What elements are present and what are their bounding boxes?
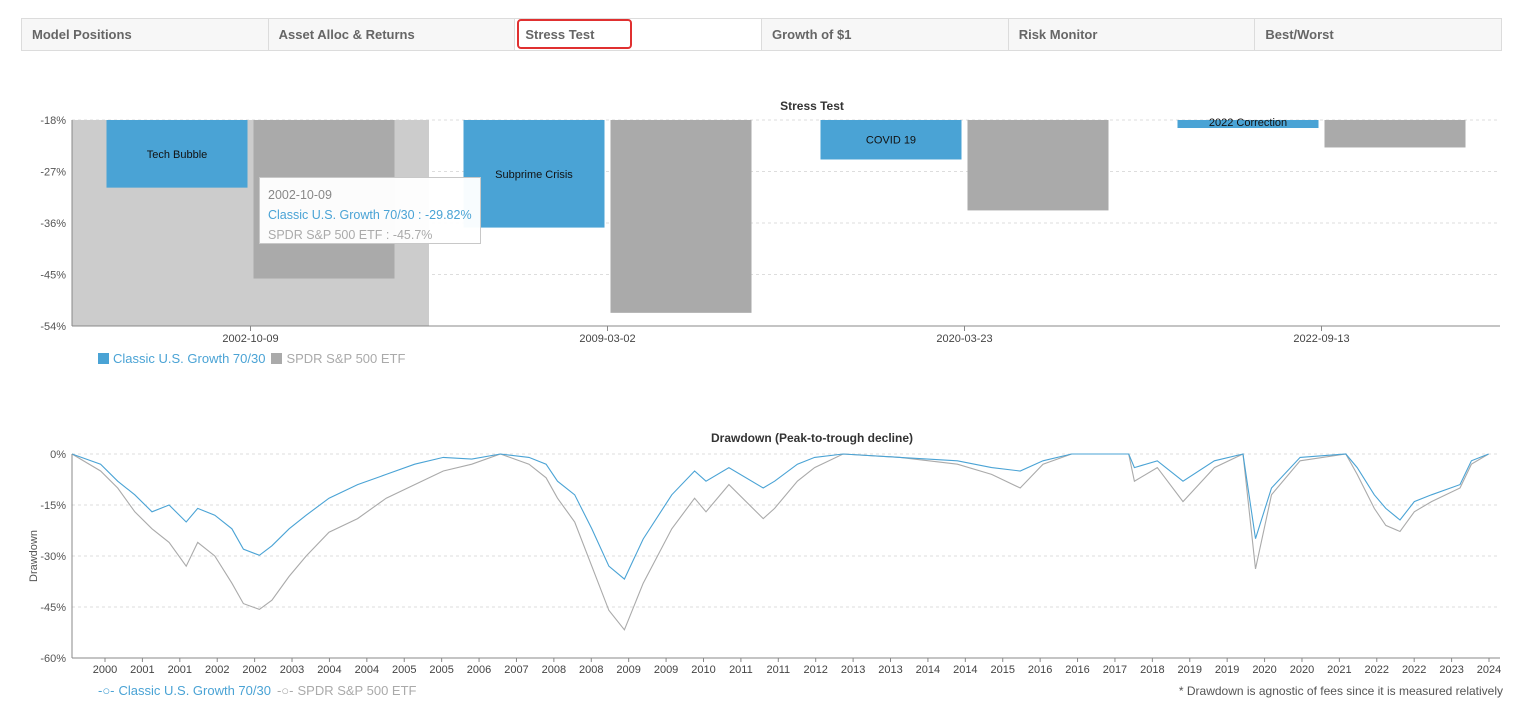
x-tick-label: 2004 — [355, 664, 379, 676]
x-tick-label: 2002-10-09 — [222, 333, 278, 345]
line-spdr — [71, 453, 1489, 631]
x-tick-label: 2001 — [130, 664, 154, 676]
legend-swatch-spdr — [271, 353, 283, 364]
y-tick-label: -60% — [40, 653, 66, 665]
legend-swatch-model — [98, 353, 109, 364]
x-tick-label: 2023 — [1439, 664, 1463, 676]
tab-model-positions[interactable]: Model Positions — [22, 19, 269, 50]
y-tick-label: -27% — [40, 167, 66, 179]
legend-item-model-line[interactable]: -○- Classic U.S. Growth 70/30 — [98, 683, 271, 698]
x-tick-label: 2020 — [1290, 664, 1314, 676]
drawdown-chart: Drawdown (Peak-to-trough decline) Drawdow… — [28, 431, 1501, 676]
x-tick-label: 2022-09-13 — [1293, 333, 1349, 345]
x-tick-label: 2017 — [1103, 664, 1127, 676]
stress-test-legend: Classic U.S. Growth 70/30 SPDR S&P 500 E… — [98, 351, 405, 366]
x-tick-label: 2015 — [990, 664, 1014, 676]
legend-item-model[interactable]: Classic U.S. Growth 70/30 — [98, 351, 265, 366]
legend-label-model: Classic U.S. Growth 70/30 — [113, 351, 266, 366]
x-tick-label: 2020-03-23 — [936, 333, 992, 345]
legend-label-model-line: Classic U.S. Growth 70/30 — [118, 683, 271, 698]
bar-spdr — [967, 120, 1109, 211]
x-tick-label: 2013 — [878, 664, 902, 676]
y-tick-label: 0% — [50, 449, 66, 461]
x-tick-label: 2010 — [691, 664, 715, 676]
legend-label-spdr: SPDR S&P 500 ETF — [286, 351, 406, 366]
x-tick-label: 2006 — [467, 664, 491, 676]
tab-bar: Model Positions Asset Alloc & Returns St… — [21, 18, 1502, 51]
active-tab-highlight — [517, 19, 633, 49]
y-axis-label: Drawdown — [28, 530, 40, 582]
tooltip-spdr-value: SPDR S&P 500 ETF : -45.7% — [268, 228, 433, 242]
x-tick-label: 2008 — [579, 664, 603, 676]
y-tick-label: -45% — [40, 270, 66, 282]
y-tick-label: -54% — [40, 321, 66, 333]
x-tick-label: 2020 — [1252, 664, 1276, 676]
x-tick-label: 2009 — [616, 664, 640, 676]
x-tick-label: 2009 — [654, 664, 678, 676]
tab-stress-test[interactable]: Stress Test — [515, 19, 763, 50]
tooltip-model-value: Classic U.S. Growth 70/30 : -29.82% — [268, 208, 472, 222]
x-tick-label: 2008 — [542, 664, 566, 676]
tab-growth-of-1[interactable]: Growth of $1 — [762, 19, 1009, 50]
x-tick-label: 2022 — [1365, 664, 1389, 676]
x-tick-label: 2014 — [916, 664, 940, 676]
drawdown-legend: -○- Classic U.S. Growth 70/30 -○- SPDR S… — [98, 683, 416, 698]
x-tick-label: 2016 — [1028, 664, 1052, 676]
x-tick-label: 2014 — [953, 664, 977, 676]
x-tick-label: 2009-03-02 — [579, 333, 635, 345]
bar-model — [463, 120, 605, 228]
legend-label-spdr-line: SPDR S&P 500 ETF — [297, 683, 417, 698]
bar-annotation: 2022 Correction — [1209, 117, 1287, 129]
bar-model — [820, 120, 962, 160]
chart-tooltip: 2002-10-09 Classic U.S. Growth 70/30 : -… — [259, 177, 481, 244]
legend-marker-spdr-line: -○- — [276, 683, 294, 698]
x-tick-label: 2019 — [1215, 664, 1239, 676]
x-tick-label: 2007 — [504, 664, 528, 676]
x-tick-label: 2002 — [242, 664, 266, 676]
x-tick-label: 2011 — [766, 664, 790, 676]
stress-test-chart: Stress Test -18% -27% -36% -45% -54% Tech Bubb… — [40, 99, 1500, 345]
x-tick-label: 2016 — [1065, 664, 1089, 676]
legend-item-spdr[interactable]: SPDR S&P 500 ETF — [271, 351, 405, 366]
legend-marker-model-line: -○- — [98, 683, 115, 698]
tab-risk-monitor[interactable]: Risk Monitor — [1009, 19, 1256, 50]
chart-title: Drawdown (Peak-to-trough decline) — [711, 431, 913, 445]
tooltip-date: 2002-10-09 — [268, 188, 332, 202]
y-tick-label: -45% — [40, 602, 66, 614]
x-tick-label: 2019 — [1178, 664, 1202, 676]
chart-title: Stress Test — [780, 99, 844, 113]
x-tick-label: 2005 — [392, 664, 416, 676]
tab-best-worst[interactable]: Best/Worst — [1265, 27, 1334, 42]
x-tick-label: 2021 — [1327, 664, 1351, 676]
x-tick-label: 2000 — [93, 664, 117, 676]
bar-annotation: Tech Bubble — [147, 149, 208, 161]
bar-annotation: Subprime Crisis — [495, 169, 573, 181]
tab-stress-test-label: Stress Test — [525, 27, 595, 42]
legend-item-spdr-line[interactable]: -○- SPDR S&P 500 ETF — [277, 683, 417, 698]
x-tick-label: 2012 — [803, 664, 827, 676]
x-tick-label: 2003 — [280, 664, 304, 676]
x-tick-label: 2018 — [1140, 664, 1164, 676]
x-tick-label: 2004 — [317, 664, 341, 676]
x-tick-label: 2005 — [429, 664, 453, 676]
bar-model — [1177, 120, 1319, 129]
y-tick-label: -30% — [40, 551, 66, 563]
drawdown-footnote: * Drawdown is agnostic of fees since it … — [1178, 684, 1503, 698]
y-tick-label: -18% — [40, 115, 66, 127]
x-tick-label: 2022 — [1402, 664, 1426, 676]
bar-model — [106, 120, 248, 188]
y-tick-label: -36% — [40, 218, 66, 230]
line-model — [71, 453, 1489, 580]
x-tick-label: 2024 — [1477, 664, 1501, 676]
x-tick-label: 2001 — [168, 664, 192, 676]
bar-annotation: COVID 19 — [866, 135, 916, 147]
tab-asset-alloc-returns[interactable]: Asset Alloc & Returns — [269, 19, 516, 50]
x-tick-label: 2011 — [729, 664, 753, 676]
bar-spdr — [610, 120, 752, 313]
y-tick-label: -15% — [40, 500, 66, 512]
x-tick-label: 2013 — [841, 664, 865, 676]
bar-spdr — [1324, 120, 1466, 148]
x-tick-label: 2002 — [205, 664, 229, 676]
